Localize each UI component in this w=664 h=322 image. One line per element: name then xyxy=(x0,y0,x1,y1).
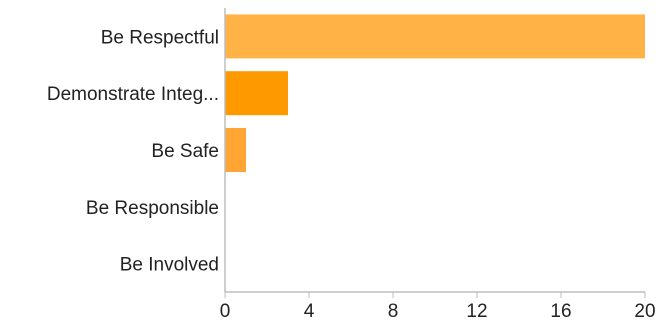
category-label: Demonstrate Integ... xyxy=(47,84,219,105)
category-label: Be Involved xyxy=(120,255,219,276)
category-label: Be Respectful xyxy=(101,27,219,48)
category-label: Be Responsible xyxy=(86,198,219,219)
x-tick-label: 0 xyxy=(220,301,231,322)
x-tick-label: 20 xyxy=(634,301,655,322)
category-label: Be Safe xyxy=(151,141,219,162)
bar xyxy=(225,14,645,59)
x-tick-label: 12 xyxy=(466,301,487,322)
bar xyxy=(225,128,246,172)
bar xyxy=(225,71,288,116)
x-tick-label: 4 xyxy=(304,301,315,322)
x-tick-label: 16 xyxy=(550,301,571,322)
x-tick-label: 8 xyxy=(388,301,399,322)
